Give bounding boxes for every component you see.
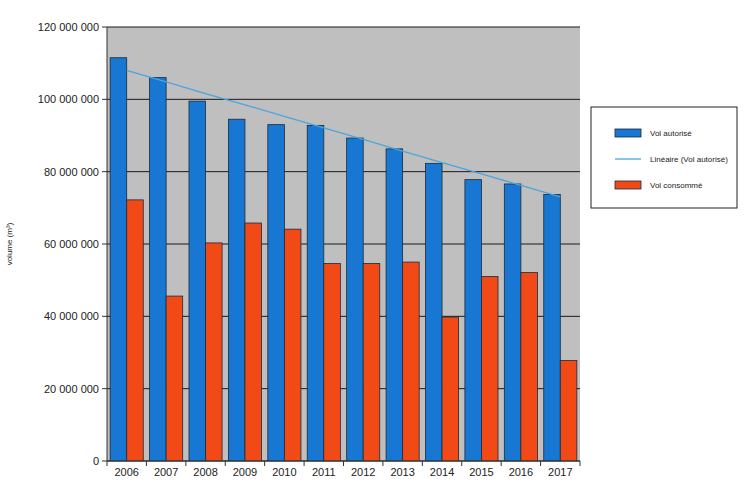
x-tick [580, 461, 581, 466]
bar [166, 296, 183, 461]
bar [504, 184, 521, 461]
y-tick-label: 120 000 000 [38, 21, 99, 33]
bar [268, 125, 285, 461]
bar [363, 264, 380, 461]
bar [284, 229, 301, 461]
legend-swatch [615, 181, 641, 189]
y-tick-label: 100 000 000 [38, 93, 99, 105]
bar [189, 101, 206, 461]
grid-line [107, 27, 580, 28]
marks [110, 58, 577, 461]
x-tick-label: 2006 [114, 466, 138, 478]
x-tick [501, 461, 502, 466]
x-tick-label: 2013 [390, 466, 414, 478]
bar [544, 194, 561, 461]
y-tick-label: 80 000 000 [44, 166, 99, 178]
y-tick-label: 0 [93, 455, 99, 467]
bar [403, 262, 420, 461]
x-tick [304, 461, 305, 466]
x-tick-label: 2015 [469, 466, 493, 478]
y-tick [102, 461, 107, 462]
x-tick-label: 2009 [233, 466, 257, 478]
bar [386, 149, 403, 461]
x-tick [225, 461, 226, 466]
bar [465, 180, 482, 461]
x-tick [107, 461, 108, 466]
x-tick-label: 2014 [430, 466, 454, 478]
chart: 0 20 000 000 40 000 000 60 000 000 80 000 00… [0, 0, 747, 493]
bar [442, 317, 459, 461]
x-tick [264, 461, 265, 466]
bar [127, 200, 144, 461]
legend-label: Linéaire (Vol autorisé) [650, 155, 728, 164]
legend-swatch [615, 158, 641, 159]
y-tick-label: 60 000 000 [44, 238, 99, 250]
grid-line [107, 171, 580, 172]
y-tick-label: 20 000 000 [44, 383, 99, 395]
legend-box [591, 107, 737, 208]
x-tick-label: 2012 [351, 466, 375, 478]
bar [228, 119, 245, 461]
page: {"chart_data": { "type": "bar", "y_label… [0, 0, 747, 493]
bar [245, 223, 262, 461]
grid-line [107, 99, 580, 100]
x-tick-label: 2010 [272, 466, 296, 478]
y-tick [102, 388, 107, 389]
legend-label: Vol consommé [650, 181, 703, 190]
bar [347, 138, 364, 461]
x-tick [343, 461, 344, 466]
y-tick [102, 316, 107, 317]
y-tick [102, 171, 107, 172]
bar [150, 78, 167, 461]
bar [324, 264, 341, 461]
bar [110, 58, 127, 461]
y-axis-label: volume (m³) [5, 222, 14, 265]
x-tick [185, 461, 186, 466]
legend-label: Vol autorisé [650, 129, 692, 138]
y-tick [102, 27, 107, 28]
x-tick [540, 461, 541, 466]
y-tick [102, 244, 107, 245]
x-tick-label: 2007 [154, 466, 178, 478]
bar [307, 125, 324, 461]
y-axis [107, 27, 108, 461]
legend-swatch [615, 129, 641, 137]
x-tick-label: 2008 [193, 466, 217, 478]
y-tick [102, 99, 107, 100]
x-tick-label: 2016 [509, 466, 533, 478]
bar [481, 277, 498, 461]
x-tick [146, 461, 147, 466]
x-tick [382, 461, 383, 466]
x-tick-label: 2017 [548, 466, 572, 478]
legend: Vol autorisé Linéaire (Vol autorisé) Vol c… [591, 107, 737, 208]
bar [521, 273, 538, 461]
x-tick [461, 461, 462, 466]
plot-area [107, 27, 580, 461]
bar [206, 243, 223, 461]
bar [425, 163, 442, 461]
trend-line [127, 70, 561, 197]
bar [560, 360, 577, 461]
y-tick-label: 40 000 000 [44, 310, 99, 322]
x-tick [422, 461, 423, 466]
x-tick-label: 2011 [312, 466, 336, 478]
